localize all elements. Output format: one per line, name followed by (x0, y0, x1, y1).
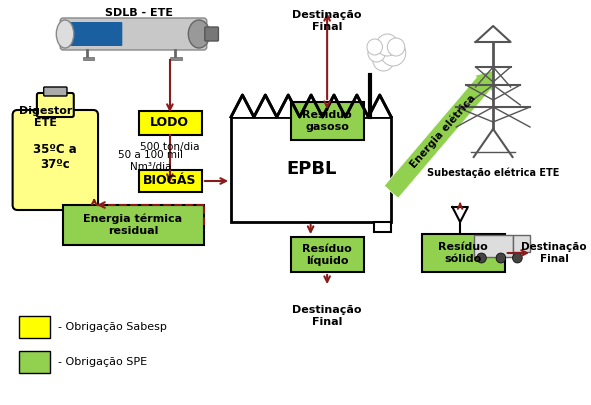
Text: Resíduo
gasoso: Resíduo gasoso (302, 110, 352, 132)
Text: Resíduo
líquido: Resíduo líquido (302, 244, 352, 266)
Circle shape (476, 253, 486, 263)
Bar (291, 237, 364, 272)
Text: - Obrigação SPE: - Obrigação SPE (59, 357, 147, 367)
FancyBboxPatch shape (60, 18, 207, 50)
Text: 500 ton/dia: 500 ton/dia (140, 142, 200, 152)
Text: - Obrigação Sabesp: - Obrigação Sabesp (59, 322, 167, 332)
FancyBboxPatch shape (44, 87, 67, 96)
Bar (83, 57, 94, 60)
Circle shape (367, 39, 382, 55)
Bar (374, 222, 391, 232)
FancyBboxPatch shape (67, 22, 122, 46)
Circle shape (387, 38, 405, 56)
Circle shape (368, 44, 385, 62)
Bar (63, 205, 204, 245)
Text: Digestor
ETE: Digestor ETE (19, 106, 72, 128)
Bar (512, 235, 530, 252)
Circle shape (376, 34, 398, 56)
Text: Energia térmica
residual: Energia térmica residual (83, 214, 183, 236)
Text: 35ºC a
37ºc: 35ºC a 37ºc (34, 143, 77, 171)
Text: LODO: LODO (150, 117, 189, 130)
Text: Destinação
Final: Destinação Final (293, 305, 362, 326)
Text: Energia elétrica: Energia elétrica (408, 92, 478, 170)
Bar (291, 102, 364, 140)
Bar (139, 170, 202, 192)
Text: Destinação
Final: Destinação Final (293, 10, 362, 32)
Circle shape (512, 253, 522, 263)
Text: Destinação
Final: Destinação Final (521, 242, 587, 264)
Text: 50 a 100 mil
Nm³/dia: 50 a 100 mil Nm³/dia (118, 150, 183, 172)
Bar (422, 234, 505, 272)
FancyBboxPatch shape (12, 110, 98, 210)
Text: BIOGÁS: BIOGÁS (143, 175, 197, 188)
Bar (170, 57, 181, 60)
Bar (20, 316, 50, 338)
FancyBboxPatch shape (205, 27, 219, 41)
Text: SDLB - ETE: SDLB - ETE (105, 8, 173, 18)
Ellipse shape (189, 20, 210, 48)
Circle shape (373, 49, 394, 71)
Circle shape (381, 40, 406, 66)
Bar (231, 117, 391, 222)
Text: Resíduo
sólido: Resíduo sólido (438, 242, 488, 264)
Bar (139, 111, 202, 135)
Text: EPBL: EPBL (286, 160, 336, 179)
Text: Subestação elétrica ETE: Subestação elétrica ETE (427, 167, 559, 177)
Ellipse shape (56, 20, 74, 48)
Circle shape (496, 253, 506, 263)
Polygon shape (231, 95, 391, 117)
FancyArrow shape (384, 70, 495, 198)
FancyBboxPatch shape (37, 93, 74, 117)
Bar (20, 351, 50, 373)
Bar (474, 235, 512, 257)
